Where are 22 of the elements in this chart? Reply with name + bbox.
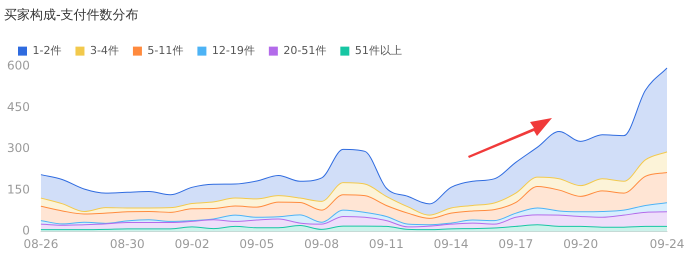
x-tick-label: 09-17: [498, 236, 534, 251]
y-tick-label: 0: [22, 224, 30, 238]
x-tick-label: 09-24: [650, 236, 684, 251]
x-tick-label: 08-26: [23, 236, 58, 251]
x-tick-label: 09-05: [239, 236, 274, 251]
y-tick-label: 600: [7, 58, 30, 73]
legend-label: 5-11件: [147, 44, 184, 57]
x-tick-label: 09-11: [368, 236, 404, 251]
y-tick-label: 150: [7, 182, 30, 196]
x-tick-label: 08-30: [110, 236, 145, 251]
legend-label: 20-51件: [283, 44, 326, 57]
x-tick-label: 09-14: [434, 236, 469, 251]
legend-label: 51件以上: [354, 44, 402, 57]
x-tick-label: 09-08: [304, 236, 340, 251]
x-tick-label: 09-20: [563, 236, 598, 251]
x-tick-label: 09-02: [174, 236, 210, 251]
legend-label: 3-4件: [90, 44, 119, 57]
legend-label: 1-2件: [32, 44, 62, 57]
y-tick-label: 300: [7, 141, 30, 156]
y-tick-label: 450: [7, 100, 30, 114]
chart-title: 买家构成-支付件数分布: [4, 7, 139, 24]
legend-label: 12-19件: [212, 44, 255, 57]
